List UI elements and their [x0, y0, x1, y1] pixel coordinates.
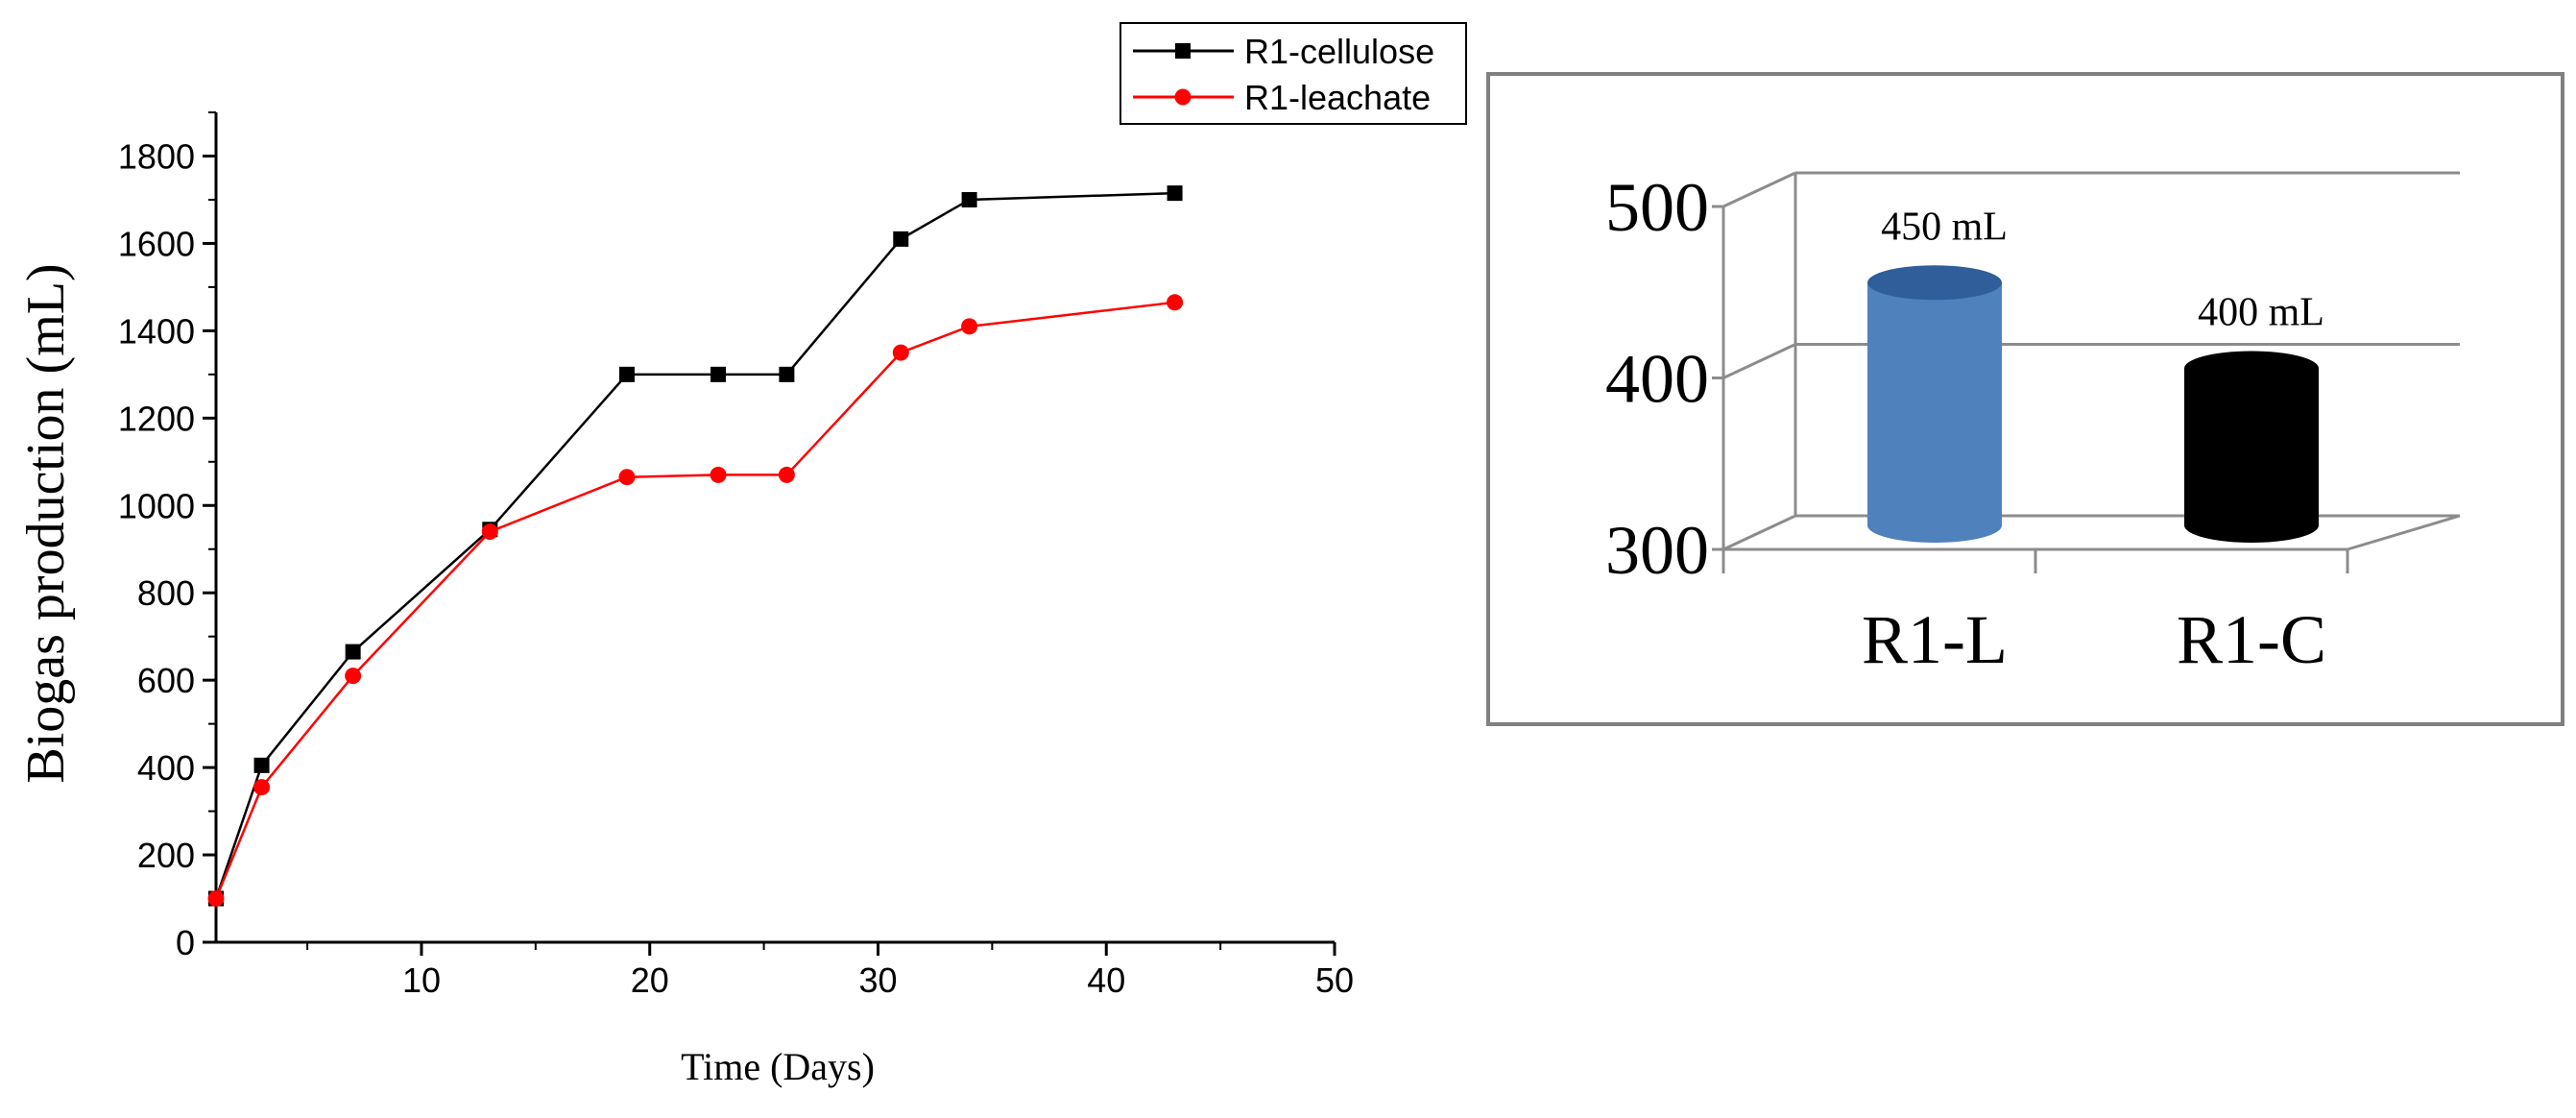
series-r1-cellulose	[208, 185, 1183, 907]
gridline-diagonal	[1722, 514, 1796, 551]
series-line-r1-cellulose	[214, 191, 1175, 899]
data-point	[893, 231, 909, 247]
data-point	[1167, 185, 1183, 202]
bar-body	[2184, 368, 2319, 543]
value-label: 400 mL	[2198, 291, 2324, 335]
value-label: 450 mL	[1881, 205, 2008, 249]
y-tick-label: 600	[137, 661, 195, 700]
y-axis-title: Biogas production (mL)	[16, 263, 76, 783]
y-tick-label: 400	[1605, 341, 1709, 418]
data-point	[481, 523, 498, 541]
line-chart-tick-labels: 0 200 400 600 800 1000 1200 1400 1600 1800 10 20 30 4…	[118, 136, 1354, 1000]
bar-r1-c	[2184, 351, 2319, 543]
floor-side-edge	[2347, 514, 2461, 551]
data-point	[778, 466, 795, 483]
bar-chart-labels: 300 400 500 R1-L 450 mL R1-C 400 mL	[1605, 169, 2326, 678]
series-line-r1-leachate	[214, 301, 1175, 900]
x-tick-label: 40	[1087, 960, 1125, 1000]
y-tick-label: 1800	[118, 136, 195, 176]
data-point	[618, 469, 636, 486]
y-tick-label: 1000	[118, 486, 195, 525]
line-chart-series	[207, 185, 1184, 908]
x-tick-label: 10	[402, 960, 441, 1000]
legend: R1-cellulose R1-leachate	[1119, 22, 1467, 125]
bar-r1-l	[1867, 265, 2002, 543]
legend-label: R1-cellulose	[1244, 32, 1434, 71]
bar-chart: 300 400 500 R1-L 450 mL R1-C 400 mL	[1486, 72, 2564, 726]
data-point	[1167, 294, 1184, 311]
legend-label: R1-leachate	[1244, 78, 1431, 117]
data-point	[253, 757, 270, 773]
data-point	[710, 366, 727, 382]
x-axis-title: Time (Days)	[681, 1045, 875, 1088]
line-chart-axes	[214, 112, 1335, 944]
x-tick-label: 50	[1315, 960, 1354, 1000]
gridline-diagonal	[1722, 171, 1796, 208]
legend-marker	[1174, 88, 1192, 106]
bar-chart-frame	[1486, 72, 2564, 726]
series-r1-leachate	[207, 294, 1184, 908]
data-point	[207, 890, 225, 908]
y-tick-label: 400	[137, 748, 195, 788]
bar-top	[2184, 351, 2319, 386]
bar-chart-bars	[1867, 265, 2319, 543]
y-tick-label: 1400	[118, 311, 195, 351]
y-tick-label: 800	[137, 573, 195, 613]
y-tick-label: 1200	[118, 399, 195, 438]
data-point	[345, 668, 362, 685]
data-point	[345, 644, 361, 660]
gridline-diagonal	[1722, 343, 1796, 379]
legend-marker	[1175, 43, 1191, 59]
data-point	[618, 366, 635, 382]
y-tick-label: 1600	[118, 224, 195, 263]
x-tick-label: 20	[631, 960, 669, 1000]
line-chart-ticks	[203, 111, 1336, 956]
legend-box	[1119, 22, 1467, 125]
x-tick-label: 30	[858, 960, 897, 1000]
data-point	[961, 191, 977, 207]
category-label: R1-C	[2177, 601, 2326, 678]
data-point	[253, 779, 271, 796]
bar-top	[1867, 265, 2002, 301]
data-point	[710, 466, 727, 483]
y-tick-label: 500	[1605, 169, 1709, 246]
data-point	[961, 318, 978, 335]
category-label: R1-L	[1862, 601, 2008, 678]
data-point	[779, 366, 795, 382]
bar-body	[1867, 282, 2002, 543]
line-chart: 0 200 400 600 800 1000 1200 1400 1600 1800 10 20 30 4…	[16, 22, 1467, 1088]
y-tick-label: 300	[1605, 512, 1709, 589]
y-tick-label: 0	[176, 923, 195, 962]
data-point	[892, 344, 909, 361]
y-tick-label: 200	[137, 836, 195, 875]
